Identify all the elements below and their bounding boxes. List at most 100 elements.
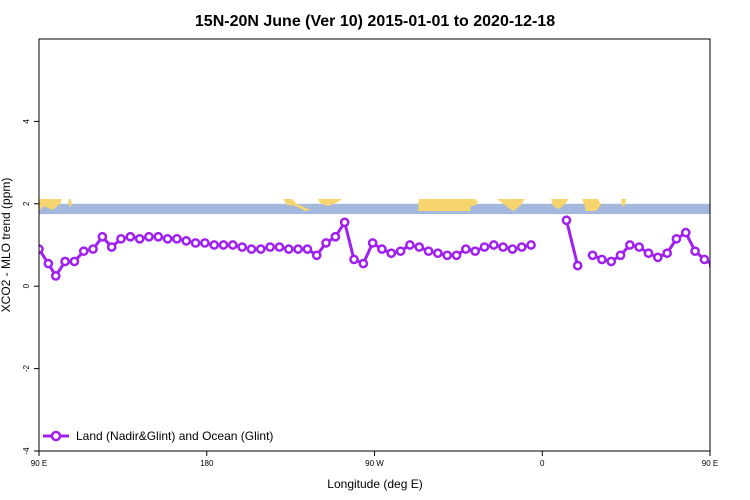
data-point [367,238,378,248]
data-point [708,262,710,269]
data-point [237,242,248,252]
data-point [162,233,173,244]
data-point [181,236,192,246]
land-patch-india [551,199,569,209]
x-tick-label: 90 E [702,459,718,468]
data-point [134,233,145,244]
data-point [69,256,80,267]
legend-point-marker [50,430,62,442]
data-point [265,242,275,252]
data-point [470,246,480,257]
ocean-band [39,203,710,215]
data-point [690,246,700,257]
x-axis: 90 E 180 90 W 0 90 E [31,451,718,468]
land-patch-arabia [497,199,525,211]
data-point [349,254,359,265]
data-point [625,240,635,250]
data-point [516,242,527,252]
data-point [321,238,331,248]
land-patch-philippines [621,199,626,206]
y-tick-label: 4 [22,119,31,124]
data-point [433,248,443,259]
data-point [330,231,341,242]
data-point [699,254,710,265]
data-point [227,240,238,250]
data-point [561,215,572,226]
data-point [283,244,294,254]
land-patch-southeast-asia [582,199,601,211]
chart-title: 15N-20N June (Ver 10) 2015-01-01 to 2020… [195,13,555,30]
data-point [200,238,210,248]
y-tick-label: -2 [22,364,31,372]
data-point [405,240,415,250]
data-point [662,248,672,259]
data-point [60,256,70,267]
legend-label: Land (Nadir&Glint) and Ocean (Glint) [76,429,273,443]
data-point [358,258,369,269]
series-line [565,219,580,266]
data-point [255,244,266,254]
y-tick-label: 0 [22,283,31,288]
data-point [451,250,462,261]
data-point [116,233,126,244]
data-point [615,250,626,261]
x-tick-label: 0 [540,459,545,468]
data-point [274,242,285,252]
series-layer [39,215,736,281]
data-point [209,240,220,250]
data-point [442,250,453,261]
data-point [526,240,536,250]
data-point [498,242,508,252]
y-axis: -4 -2 0 2 4 [22,119,39,455]
legend: Land (Nadir&Glint) and Ocean (Glint) [43,429,273,443]
x-axis-label: Longitude (deg E) [327,477,422,491]
data-point [106,242,117,252]
data-point [479,242,490,252]
data-point [572,260,583,271]
data-point [606,256,617,267]
data-point [218,240,229,250]
x-tick-label: 90 E [31,459,47,468]
data-point [488,240,499,250]
data-point [172,233,182,244]
data-point [386,248,397,259]
land-patch-pacific-islands [68,199,72,207]
data-point [97,231,108,242]
land-patch-asia [39,199,62,211]
y-tick-label: 2 [22,201,31,206]
data-point [729,246,736,253]
data-point [302,244,313,254]
x-tick-label: 180 [200,459,214,468]
land-patches [39,199,626,211]
data-point [246,244,257,254]
x-tick-label: 90 W [365,459,384,468]
data-point [78,246,89,257]
data-point [311,250,322,261]
land-patch-africa [418,199,478,211]
data-point [153,231,164,242]
data-point [460,244,471,254]
data-point [43,258,54,269]
data-point [377,244,387,254]
data-point [587,250,598,261]
data-point [652,252,663,263]
data-point [125,231,136,242]
data-point [88,244,98,254]
data-point [634,242,645,252]
data-point [643,248,654,259]
land-patch-caribbean [318,199,342,206]
data-point [339,217,350,228]
data-point [414,242,425,252]
data-point [507,244,518,254]
data-point [423,246,434,257]
data-point [190,238,201,248]
land-patch-central-america [283,199,311,211]
y-axis-label: XCO2 - MLO trend (ppm) [0,178,13,313]
data-point [395,246,406,257]
data-point [293,244,303,254]
data-point [597,254,607,265]
y-tick-label: -4 [22,447,31,455]
data-point [671,233,682,244]
data-point [719,243,726,250]
